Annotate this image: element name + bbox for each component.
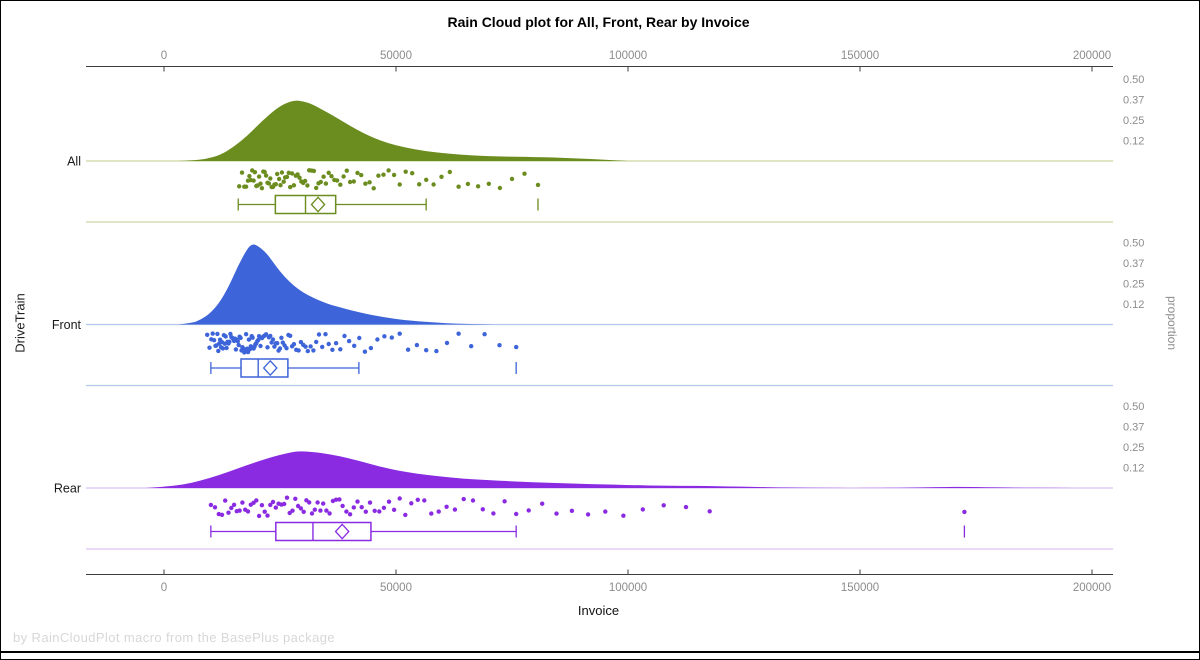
svg-text:0.12: 0.12 bbox=[1123, 136, 1144, 148]
svg-text:50000: 50000 bbox=[380, 582, 412, 594]
y2-axis-label-proportion: proportion bbox=[1165, 295, 1179, 351]
mean-diamond bbox=[262, 359, 278, 377]
svg-text:0.37: 0.37 bbox=[1123, 95, 1144, 107]
svg-text:100000: 100000 bbox=[609, 50, 647, 62]
svg-text:0.50: 0.50 bbox=[1123, 74, 1144, 86]
svg-text:Rear: Rear bbox=[54, 482, 81, 496]
svg-text:Front: Front bbox=[52, 318, 82, 332]
svg-text:0.37: 0.37 bbox=[1123, 258, 1144, 270]
svg-text:0.12: 0.12 bbox=[1123, 463, 1144, 475]
svg-text:0: 0 bbox=[161, 50, 167, 62]
density-cloud bbox=[177, 100, 628, 161]
bottom-divider bbox=[1, 651, 1199, 653]
x-axes: 0 0 50000 50000 100000 100000 150000 150000 2000… bbox=[86, 50, 1113, 594]
footer-note: by RainCloudPlot macro from the BasePlus… bbox=[13, 630, 335, 645]
box-plot bbox=[237, 194, 539, 215]
svg-text:0.25: 0.25 bbox=[1123, 115, 1144, 127]
svg-text:0.37: 0.37 bbox=[1123, 422, 1144, 434]
density-cloud bbox=[145, 451, 1074, 488]
svg-text:100000: 100000 bbox=[609, 582, 647, 594]
svg-text:150000: 150000 bbox=[841, 50, 879, 62]
density-cloud bbox=[177, 244, 494, 325]
rain-points bbox=[208, 495, 967, 519]
svg-text:All: All bbox=[67, 155, 81, 169]
y-axis-label-drivetrain: DriveTrain bbox=[12, 293, 28, 353]
svg-text:0: 0 bbox=[161, 582, 167, 594]
panel-front: Front 0.50 0.37 0.25 0.12 bbox=[52, 238, 1144, 387]
panel-rear: Rear 0.50 0.37 0.25 0.12 bbox=[54, 401, 1144, 550]
svg-text:0.25: 0.25 bbox=[1123, 279, 1144, 291]
chart-title: Rain Cloud plot for All, Front, Rear by … bbox=[447, 14, 750, 30]
svg-text:0.50: 0.50 bbox=[1123, 401, 1144, 413]
box-plot bbox=[210, 358, 517, 378]
svg-text:150000: 150000 bbox=[841, 582, 879, 594]
mean-diamond bbox=[310, 196, 326, 213]
svg-text:200000: 200000 bbox=[1073, 582, 1111, 594]
panel-all: All 0.50 0.37 0.25 0.12 bbox=[67, 74, 1144, 223]
svg-text:0.25: 0.25 bbox=[1123, 442, 1144, 454]
svg-text:0.50: 0.50 bbox=[1123, 238, 1144, 250]
svg-text:200000: 200000 bbox=[1073, 50, 1111, 62]
mean-diamond bbox=[334, 523, 350, 540]
rain-points bbox=[237, 168, 541, 191]
x-axis-label: Invoice bbox=[577, 603, 620, 618]
svg-text:0.12: 0.12 bbox=[1123, 299, 1144, 311]
svg-text:50000: 50000 bbox=[380, 50, 412, 62]
box-plot bbox=[210, 521, 966, 542]
rain-points bbox=[205, 331, 519, 355]
